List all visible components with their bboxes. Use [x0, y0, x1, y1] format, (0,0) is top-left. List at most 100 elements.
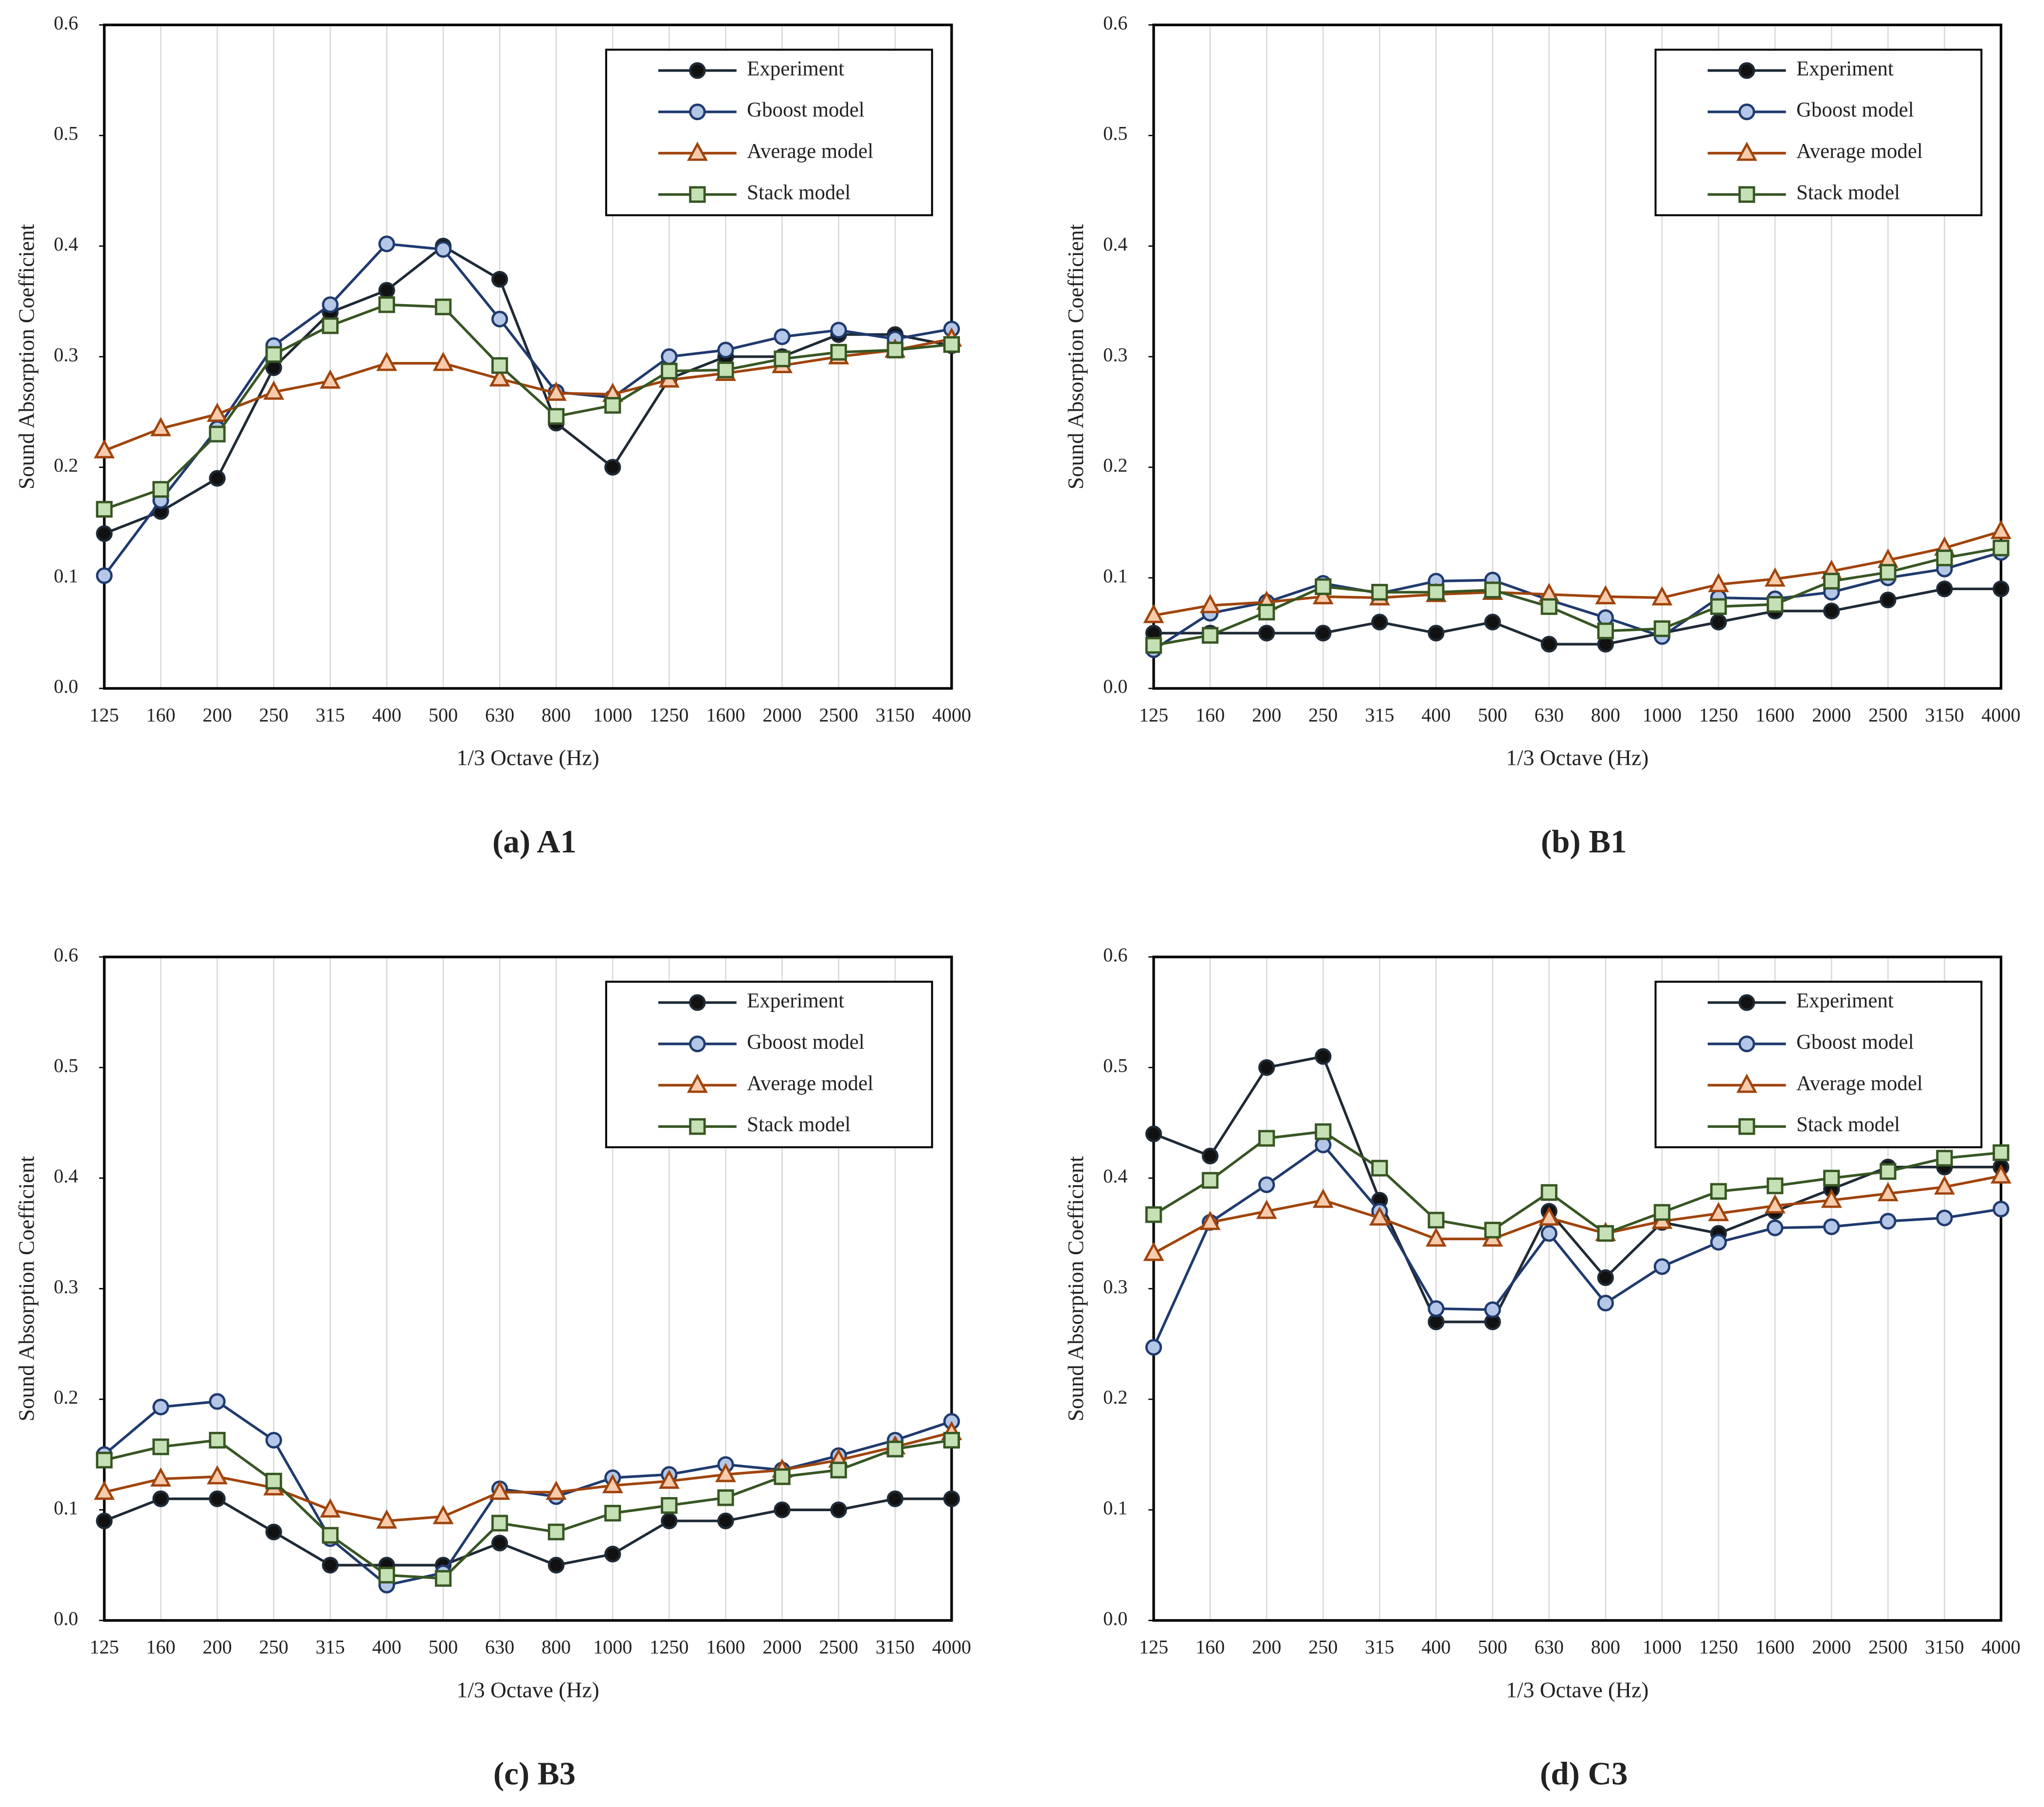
marker: [265, 346, 282, 363]
marker: [1315, 1123, 1332, 1140]
marker: [1710, 614, 1727, 631]
x-tick-label: 500: [429, 704, 458, 726]
legend-box: [1654, 980, 1983, 1149]
x-tick-label: 2500: [819, 704, 858, 726]
x-tick-label: 1250: [650, 704, 688, 726]
x-tick-label: 250: [1308, 1636, 1338, 1658]
y-tick-label: 0.0: [54, 1608, 78, 1629]
chart-title: (c) B3: [493, 1755, 576, 1791]
marker: [1484, 581, 1501, 598]
marker: [209, 426, 226, 443]
marker: [1597, 1225, 1614, 1242]
marker: [886, 342, 904, 359]
marker: [1738, 62, 1755, 79]
x-tick-label: 315: [316, 1636, 345, 1658]
x-tick-label: 3150: [1925, 704, 1964, 726]
marker: [265, 1523, 282, 1540]
marker: [774, 350, 791, 367]
legend-label: Stack model: [1796, 1113, 1900, 1136]
marker: [604, 1546, 621, 1563]
marker: [1936, 1210, 1953, 1227]
marker: [491, 310, 508, 327]
x-tick-label: 2500: [1868, 704, 1907, 726]
plot-frame: [103, 956, 953, 1622]
x-tick-label: 2000: [1812, 1636, 1851, 1658]
marker: [433, 351, 454, 371]
marker: [830, 1462, 847, 1479]
marker: [1767, 1219, 1784, 1236]
panel: 125 160 200 250 315 400 500 630 800 1000 1250 1600 2…: [14, 12, 971, 859]
x-tick-label: 200: [202, 704, 232, 726]
marker: [1767, 1177, 1784, 1194]
x-tick-label: 500: [1478, 1636, 1507, 1658]
marker: [886, 1441, 904, 1458]
marker: [717, 1512, 734, 1530]
marker: [489, 1481, 510, 1500]
marker: [1484, 614, 1501, 631]
marker: [1710, 1234, 1727, 1251]
marker: [689, 62, 706, 79]
marker: [1823, 1218, 1840, 1235]
marker: [943, 336, 960, 353]
x-tick-label: 315: [1365, 704, 1394, 726]
x-tick-label: 315: [316, 704, 345, 726]
x-tick-label: 4000: [1981, 1636, 2020, 1658]
legend: Experiment Gboost model Average model Stack…: [605, 49, 933, 217]
marker: [322, 296, 339, 313]
marker: [1653, 1204, 1671, 1221]
series-line: [103, 242, 952, 577]
legend-label: Stack model: [747, 181, 850, 204]
x-tick-label: 630: [485, 704, 514, 726]
y-axis-title: Sound Absorption Coefficient: [14, 1156, 38, 1422]
marker: [1708, 573, 1729, 593]
y-tick-label: 0.5: [1103, 123, 1127, 145]
series-line: [104, 1439, 952, 1580]
x-tick-label: 630: [1535, 704, 1564, 726]
marker: [689, 186, 706, 203]
x-tick-label: 1250: [1699, 704, 1738, 726]
marker: [1936, 1150, 1953, 1167]
marker: [1371, 584, 1388, 601]
x-tick-label: 400: [1421, 704, 1450, 726]
legend-box: [1654, 49, 1983, 217]
legend-label: Average model: [747, 140, 873, 163]
legend-label: Average model: [747, 1072, 873, 1095]
marker: [1767, 596, 1784, 613]
marker: [661, 362, 678, 379]
y-tick-label: 0.5: [1103, 1054, 1127, 1076]
series-line: [104, 338, 952, 452]
marker: [687, 142, 708, 161]
marker: [96, 1512, 113, 1530]
marker: [1764, 1194, 1786, 1214]
y-tick-label: 0.6: [1103, 12, 1127, 34]
marker: [1371, 1159, 1388, 1177]
x-tick-label: 3150: [876, 704, 915, 726]
marker: [1426, 1227, 1447, 1247]
y-tick-label: 0.2: [54, 454, 78, 476]
marker: [1880, 564, 1897, 581]
marker: [1880, 591, 1897, 609]
marker: [263, 380, 285, 400]
marker: [209, 470, 226, 487]
marker: [1312, 585, 1334, 605]
y-axis-title: Sound Absorption Coefficient: [14, 224, 38, 489]
marker: [434, 241, 452, 258]
x-tick-label: 2000: [762, 704, 801, 726]
marker: [661, 1512, 678, 1530]
marker: [602, 1474, 623, 1494]
marker: [152, 1438, 169, 1455]
y-tick-label: 0.2: [1103, 454, 1127, 476]
marker: [1736, 1073, 1757, 1093]
marker: [1738, 994, 1755, 1011]
legend-box: [605, 49, 933, 217]
y-tick-label: 0.4: [54, 233, 78, 255]
chart-title: (a) A1: [492, 824, 577, 860]
x-tick-label: 200: [1252, 704, 1281, 726]
panel: 125 160 200 250 315 400 500 630 800 1000 1250 1600 2…: [14, 944, 971, 1791]
x-tick-label: 1600: [1755, 1636, 1794, 1658]
marker: [1736, 142, 1757, 161]
marker: [1738, 1118, 1755, 1135]
x-tick-label: 500: [429, 1636, 458, 1658]
marker: [1823, 573, 1840, 590]
series-line: [104, 244, 952, 535]
